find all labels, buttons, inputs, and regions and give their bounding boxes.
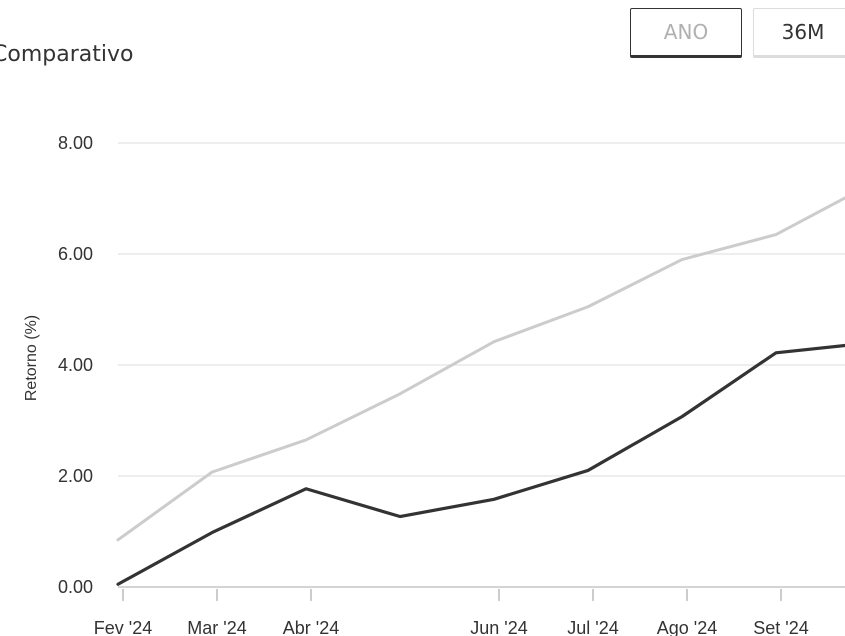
- series-lines: [116, 196, 845, 586]
- x-tick-label: Jul '24: [567, 618, 618, 636]
- tick-labels: 0.00 2.00 4.00 6.00 8.00 Fev '24 Mar '24 Abr '2…: [58, 133, 809, 636]
- y-tick-label: 8.00: [58, 133, 93, 153]
- series-line-dark: [116, 343, 845, 586]
- y-tick-label: 0.00: [58, 577, 93, 597]
- x-tick-label: Mar '24: [187, 618, 246, 636]
- chart-title: Comparativo: [0, 42, 134, 67]
- series-line-light: [116, 196, 845, 542]
- x-tick-label: Fev '24: [94, 618, 152, 636]
- y-tick-label: 2.00: [58, 466, 93, 486]
- y-axis-label: Retorno (%): [23, 315, 40, 401]
- x-tick-label: Ago '24: [657, 618, 718, 636]
- x-axis: [122, 589, 782, 601]
- x-tick-label: Jun '24: [470, 618, 527, 636]
- period-button-36m[interactable]: 36M: [753, 8, 845, 58]
- period-button-ano[interactable]: ANO: [630, 8, 742, 58]
- grid-lines: [118, 142, 845, 588]
- x-tick-label: Abr '24: [283, 618, 339, 636]
- y-tick-label: 6.00: [58, 244, 93, 264]
- y-tick-label: 4.00: [58, 355, 93, 375]
- x-tick-label: Set '24: [753, 618, 808, 636]
